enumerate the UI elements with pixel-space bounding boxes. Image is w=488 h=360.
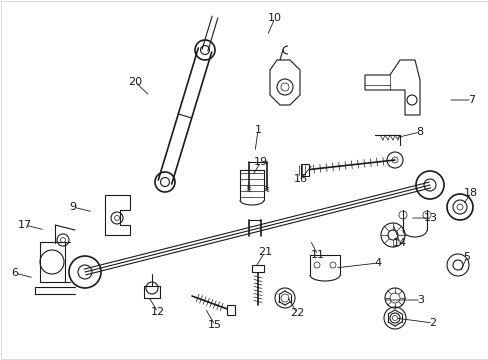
- Text: 20: 20: [128, 77, 142, 87]
- Text: 12: 12: [151, 307, 165, 317]
- Text: 21: 21: [257, 247, 271, 257]
- Text: 3: 3: [417, 295, 424, 305]
- Text: 10: 10: [267, 13, 282, 23]
- Text: 11: 11: [310, 250, 325, 260]
- Text: 13: 13: [423, 213, 437, 223]
- Text: 4: 4: [374, 258, 381, 268]
- Bar: [251, 265, 264, 272]
- Text: 6: 6: [12, 268, 19, 278]
- Text: 14: 14: [392, 238, 406, 248]
- Text: 9: 9: [69, 202, 77, 212]
- Bar: [301, 164, 308, 176]
- Text: 17: 17: [18, 220, 32, 230]
- Text: 5: 5: [463, 252, 469, 262]
- Text: 16: 16: [293, 174, 307, 184]
- Text: 1: 1: [254, 125, 261, 135]
- Text: 8: 8: [416, 127, 423, 137]
- Text: 2: 2: [428, 318, 436, 328]
- Text: 7: 7: [468, 95, 475, 105]
- Text: 15: 15: [207, 320, 222, 330]
- Text: 18: 18: [463, 188, 477, 198]
- Text: 19: 19: [253, 157, 267, 167]
- Bar: [226, 305, 235, 315]
- Text: 22: 22: [289, 308, 304, 318]
